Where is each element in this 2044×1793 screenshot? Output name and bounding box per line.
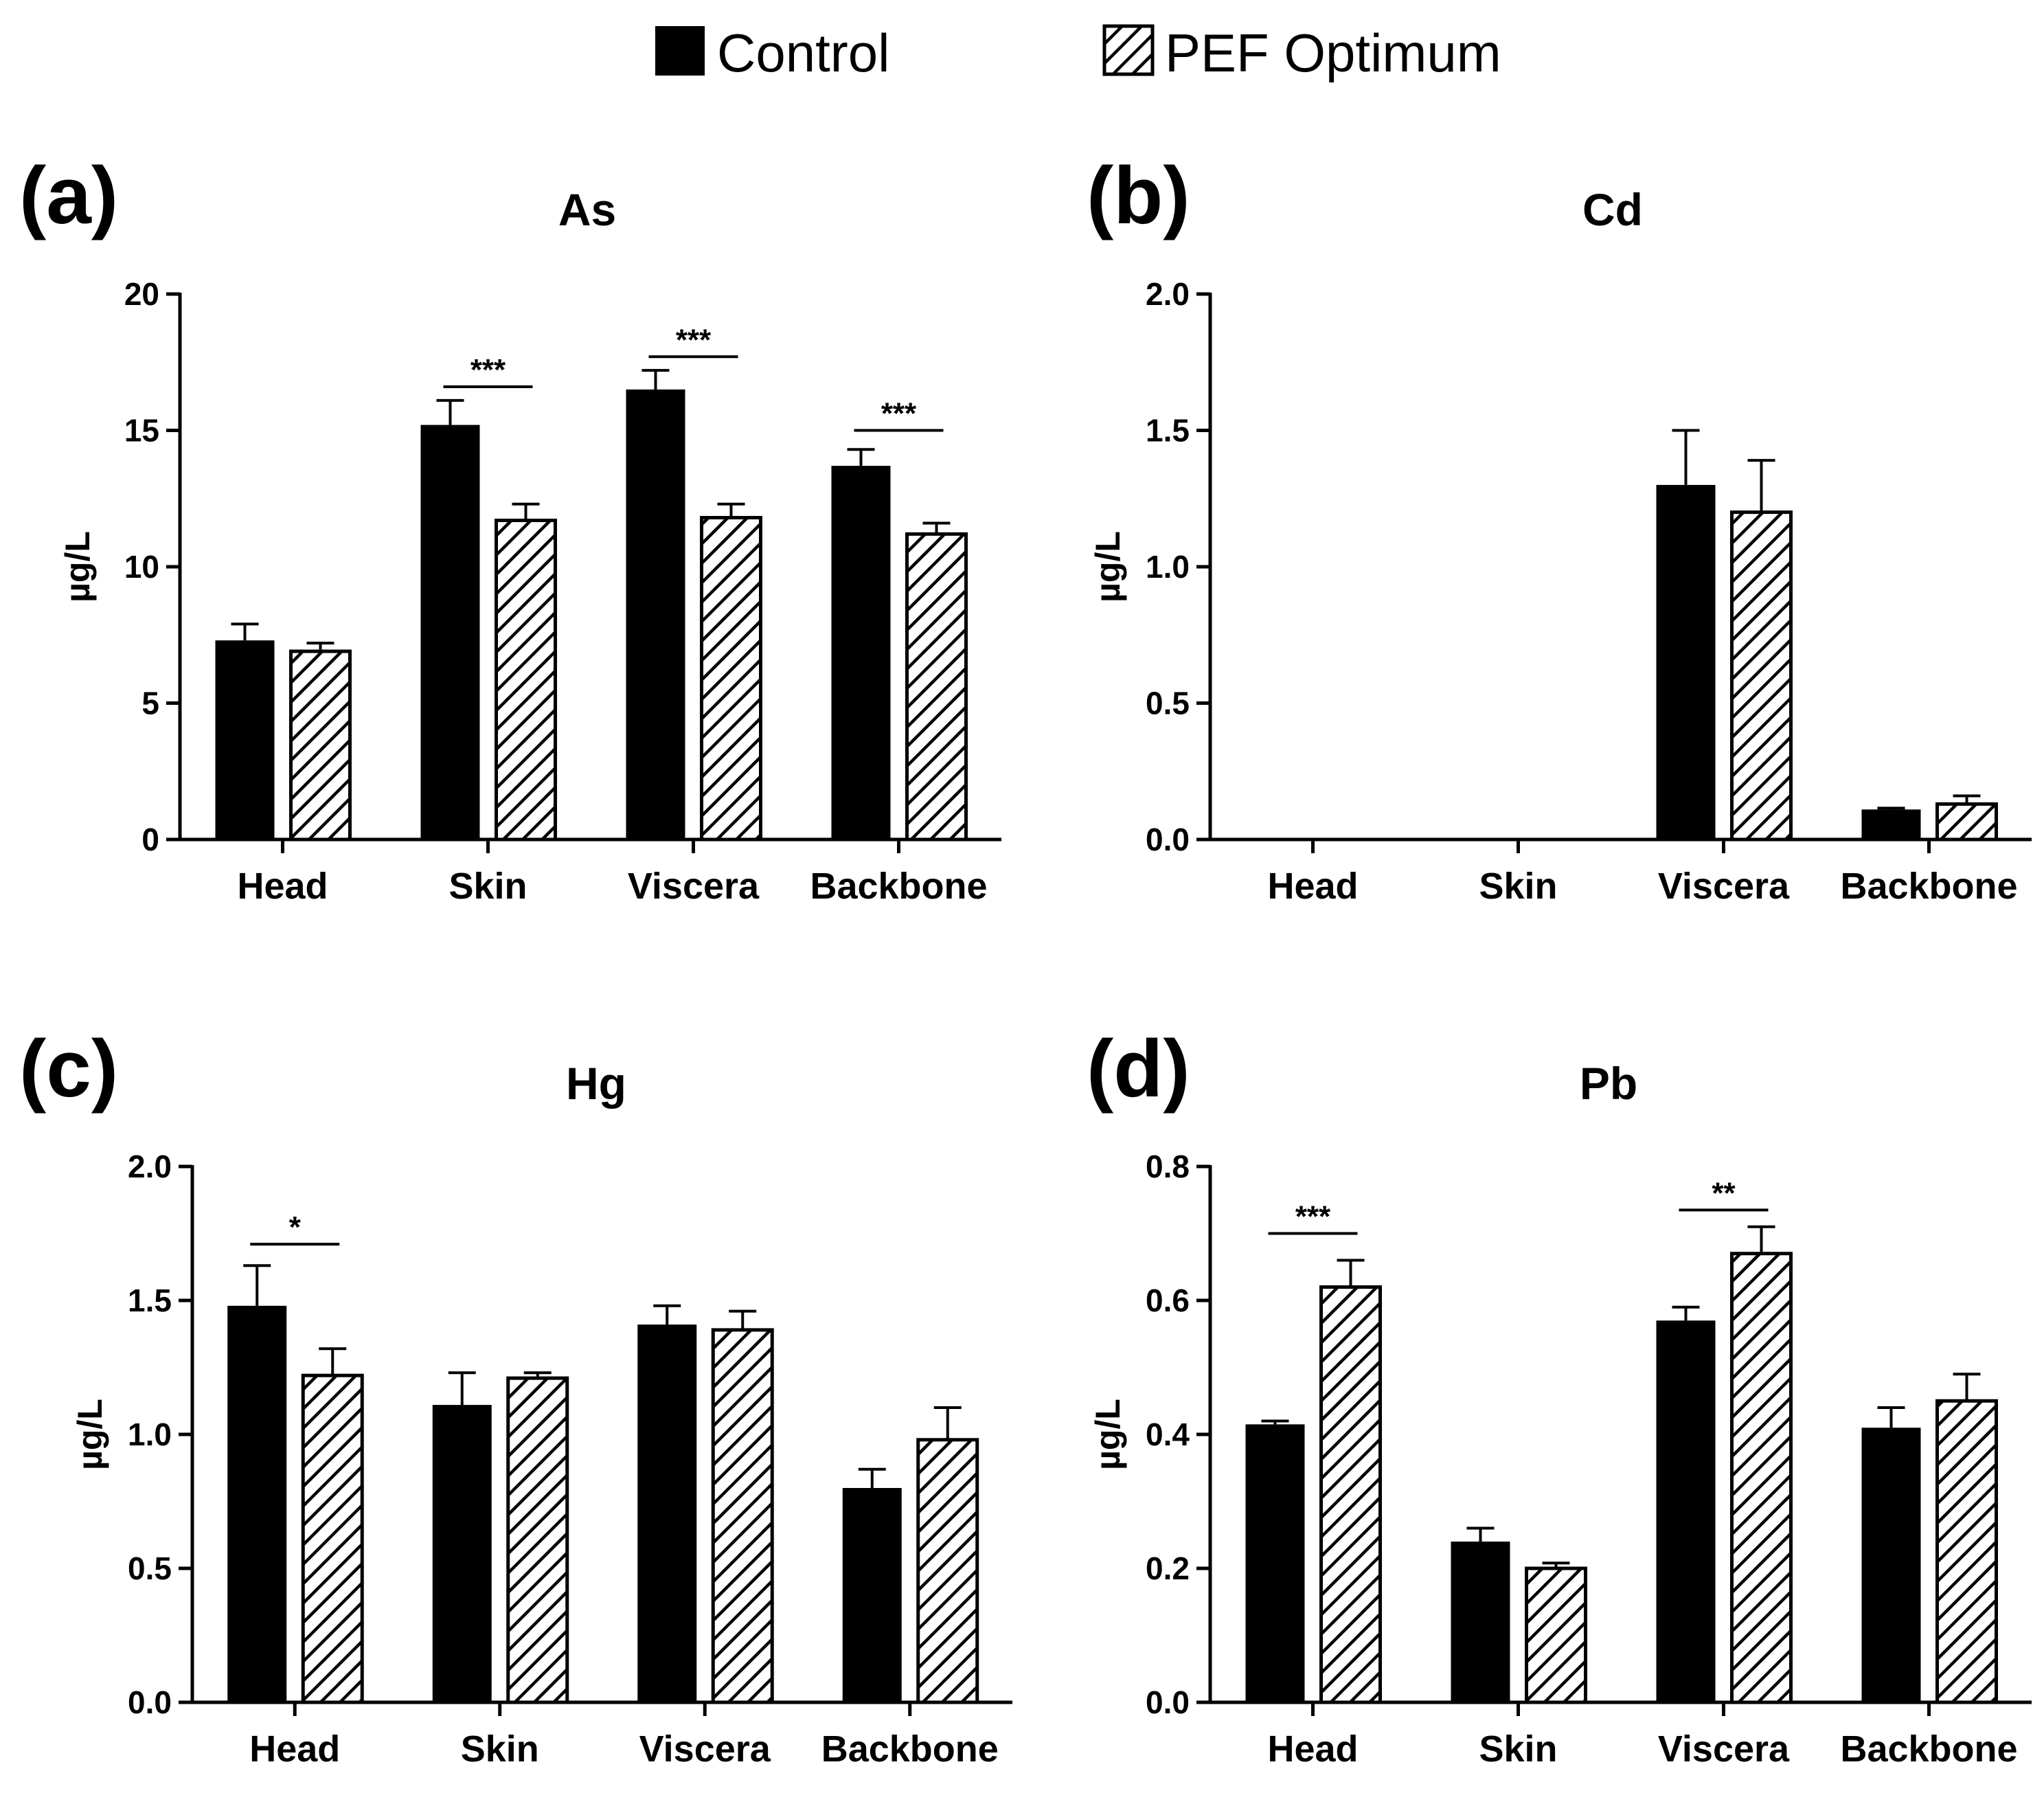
bar-control-head (1245, 1424, 1305, 1702)
y-tick-label: 2.0 (1146, 276, 1190, 312)
panel-d-title: Pb (1580, 1058, 1637, 1109)
x-tick-label-viscera: Viscera (639, 1728, 771, 1770)
x-tick-label-viscera: Viscera (628, 866, 760, 907)
x-tick-label-head: Head (249, 1728, 340, 1770)
legend-swatch-pef (1102, 24, 1155, 76)
x-tick-label-backbone: Backbone (1840, 866, 2017, 907)
bar-control-skin (420, 425, 480, 839)
significance-label: *** (881, 397, 917, 431)
bar-pef-optimum-head (289, 649, 352, 842)
bar-control-backbone (1861, 809, 1921, 839)
bar-control-viscera (1656, 1320, 1716, 1702)
y-tick-label: 0.0 (1146, 822, 1190, 857)
y-tick-label: 0.8 (1146, 1149, 1190, 1184)
significance-label: *** (1295, 1200, 1331, 1234)
panel-c-plot: µg/L 0.0 0.5 1.0 1.5 2.0 Head Skin Viscera Backbo… (71, 1149, 1012, 1770)
bar-pef-optimum-head (301, 1373, 364, 1704)
y-tick-label: 2.0 (128, 1149, 172, 1184)
x-tick-label-head: Head (237, 866, 328, 907)
bar-pef-optimum-backbone (1935, 1399, 1998, 1704)
bar-control-viscera (626, 389, 685, 839)
y-tick-label: 1.0 (128, 1417, 172, 1452)
bar-control-head (227, 1305, 287, 1702)
panel-c-title: Hg (566, 1058, 626, 1109)
y-tick-label: 0.5 (128, 1550, 172, 1586)
bar-pef-optimum-backbone (916, 1438, 979, 1704)
x-tick-label-skin: Skin (461, 1728, 539, 1770)
bar-control-backbone (1861, 1428, 1921, 1702)
y-tick-label: 0.6 (1146, 1283, 1190, 1318)
y-tick-label: 0 (141, 822, 159, 857)
panel-c: (c) Hg µg/L 0.0 0.5 1.0 1.5 2.0 Head Skin Viscer… (19, 1024, 1012, 1770)
panel-b-title: Cd (1582, 184, 1643, 235)
y-tick-label: 5 (141, 686, 159, 721)
y-tick-label: 0.0 (128, 1684, 172, 1720)
bar-control-skin (1451, 1542, 1510, 1702)
y-axis-label: µg/L (58, 531, 97, 602)
bar-pef-optimum-skin (506, 1376, 569, 1704)
bar-control-backbone (831, 466, 891, 839)
x-tick-label-viscera: Viscera (1658, 1728, 1790, 1770)
panel-b-plot: µg/L 0.0 0.5 1.0 1.5 2.0 Head Skin Viscera Backbo… (1089, 276, 2032, 907)
panel-b-letter: (b) (1087, 150, 1190, 241)
bar-control-skin (432, 1405, 492, 1702)
bar-pef-optimum-head (1319, 1285, 1382, 1704)
bar-pef-optimum-backbone (1935, 802, 1998, 842)
significance-label: *** (470, 353, 506, 387)
significance-label: ** (1712, 1176, 1736, 1210)
x-tick-label-skin: Skin (448, 866, 527, 907)
bar-pef-optimum-backbone (905, 532, 968, 842)
legend-swatch-control (655, 26, 705, 76)
x-tick-label-skin: Skin (1479, 866, 1557, 907)
bar-control-viscera (1656, 484, 1716, 839)
x-tick-label-skin: Skin (1479, 1728, 1557, 1770)
y-tick-label: 0.2 (1146, 1550, 1190, 1586)
x-tick-label-backbone: Backbone (810, 866, 987, 907)
bar-pef-optimum-skin (1525, 1566, 1587, 1704)
bar-pef-optimum-viscera (700, 516, 762, 842)
y-tick-label: 0.5 (1146, 686, 1190, 721)
y-tick-label: 1.5 (128, 1283, 172, 1318)
bar-control-backbone (842, 1488, 902, 1702)
panel-b: (b) Cd µg/L 0.0 0.5 1.0 1.5 2.0 Head Skin Viscer… (1087, 150, 2032, 907)
panel-a: (a) As µg/L 0 5 10 15 20 Head Skin Viscera Backbo… (19, 150, 1001, 907)
panel-d-letter: (d) (1087, 1024, 1190, 1114)
x-tick-label-head: Head (1267, 1728, 1358, 1770)
bar-pef-optimum-skin (495, 519, 557, 842)
x-tick-label-head: Head (1267, 866, 1358, 907)
panel-a-title: As (558, 184, 616, 235)
legend-label-control: Control (717, 23, 889, 83)
y-tick-label: 0.0 (1146, 1684, 1190, 1720)
y-axis-label: µg/L (71, 1399, 109, 1470)
y-axis-label: µg/L (1089, 1399, 1127, 1470)
legend: Control PEF Optimum (655, 23, 1501, 83)
y-tick-label: 15 (124, 413, 159, 449)
x-tick-label-viscera: Viscera (1658, 866, 1790, 907)
panel-a-plot: µg/L 0 5 10 15 20 Head Skin Viscera Backbone *** **… (58, 276, 1001, 907)
y-tick-label: 10 (124, 549, 159, 585)
y-tick-label: 1.0 (1146, 549, 1190, 585)
y-tick-label: 0.4 (1146, 1417, 1190, 1452)
panel-c-letter: (c) (19, 1024, 118, 1114)
panel-d: (d) Pb µg/L 0.0 0.2 0.4 0.6 0.8 Head Skin Viscer… (1087, 1024, 2032, 1770)
significance-label: *** (676, 323, 712, 357)
x-tick-label-backbone: Backbone (821, 1728, 999, 1770)
panel-a-letter: (a) (19, 150, 118, 241)
bar-pef-optimum-viscera (1730, 1252, 1793, 1704)
panel-d-plot: µg/L 0.0 0.2 0.4 0.6 0.8 Head Skin Viscera Backbo… (1089, 1149, 2032, 1770)
legend-label-pef: PEF Optimum (1165, 23, 1501, 83)
bar-pef-optimum-viscera (711, 1328, 774, 1704)
bar-control-viscera (637, 1324, 697, 1702)
bar-control-head (215, 640, 275, 839)
bar-pef-optimum-viscera (1730, 510, 1793, 842)
y-tick-label: 20 (124, 276, 159, 312)
y-axis-label: µg/L (1089, 531, 1127, 602)
x-tick-label-backbone: Backbone (1840, 1728, 2017, 1770)
y-tick-label: 1.5 (1146, 413, 1190, 449)
significance-label: * (289, 1210, 302, 1244)
